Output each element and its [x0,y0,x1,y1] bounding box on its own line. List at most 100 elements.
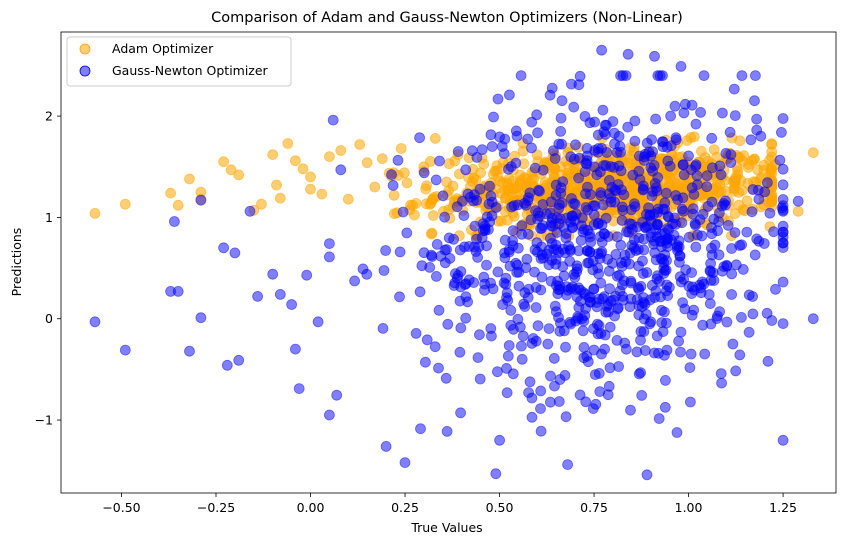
gauss-newton-point [593,367,605,379]
gauss-newton-point [699,348,711,360]
gauss-newton-point [729,227,741,239]
gauss-newton-point [530,302,542,313]
gauss-newton-point [570,139,581,151]
gauss-newton-point [531,109,543,121]
gauss-newton-point [519,197,530,209]
gauss-newton-point [380,440,392,452]
adam-point [274,192,286,204]
gauss-newton-point [691,170,703,182]
gauss-newton-point [548,352,560,364]
gauss-newton-point [689,218,701,230]
gauss-newton-point [762,177,773,189]
gauss-newton-point [741,226,753,238]
gauss-newton-point [711,313,723,325]
gauss-newton-point [777,318,789,330]
gauss-newton-point [502,350,514,362]
gauss-newton-point [433,362,444,374]
gauss-newton-point [678,169,690,181]
adam-point [807,147,819,159]
gauss-newton-point [293,383,305,395]
gauss-newton-point [616,214,628,226]
gauss-newton-point [670,134,682,146]
gauss-newton-point [631,346,643,358]
adam-point [271,179,282,191]
gauss-newton-point [706,132,718,144]
gauss-newton-point [715,368,727,380]
gauss-newton-point [492,266,504,278]
gauss-newton-point [440,372,452,384]
adam-point [323,151,335,163]
gauss-newton-point [458,210,470,222]
gauss-newton-point [660,187,672,199]
adam-point [305,171,316,183]
gauss-newton-point [751,113,762,125]
adam-point [395,143,407,154]
gauss-newton-point [535,284,547,296]
adam-point [495,215,507,227]
gauss-newton-point [751,233,763,245]
adam-point [225,164,237,176]
gauss-newton-point [671,242,683,254]
gauss-newton-point [546,82,558,94]
gauss-newton-point [573,172,584,184]
gauss-newton-point [558,270,570,282]
gauss-newton-point [624,301,636,313]
adam-point [499,192,511,204]
y-tick-label: 0 [45,311,53,326]
gauss-newton-point [622,48,634,60]
gauss-newton-point [580,202,592,213]
gauss-newton-point [697,208,709,220]
gauss-newton-point [394,291,405,303]
gauss-newton-point [527,333,539,344]
gauss-newton-point [378,265,390,276]
gauss-newton-point [477,218,489,230]
gauss-newton-point [536,271,548,283]
gauss-newton-point [499,133,511,145]
gauss-newton-point [233,354,245,366]
gauss-newton-point [611,231,623,243]
gauss-newton-point [568,101,580,113]
gauss-newton-point [467,195,479,207]
adam-point [514,178,526,190]
gauss-newton-point [677,192,689,204]
gauss-newton-point [553,311,564,323]
adam-point [255,198,267,210]
adam-point [443,158,455,170]
gauss-newton-point [425,249,437,261]
gauss-newton-point [624,258,635,270]
gauss-newton-point [680,264,692,276]
gauss-newton-point [515,70,527,81]
gauss-newton-point [662,155,674,167]
gauss-newton-point [394,246,406,258]
gauss-newton-point [595,277,607,289]
x-tick-label: 0.25 [391,500,419,515]
gauss-newton-point [686,309,698,321]
x-axis-label: True Values [410,520,482,535]
adam-point [388,208,400,220]
gauss-newton-point [580,188,591,200]
gauss-newton-point [701,170,713,182]
gauss-newton-point [685,348,697,360]
gauss-newton-point [434,155,445,167]
gauss-newton-point [218,242,230,254]
gauss-newton-point [387,179,399,191]
gauss-newton-point [476,232,488,244]
gauss-newton-point [706,196,718,208]
gauss-newton-point [430,270,442,282]
gauss-newton-point [544,207,556,219]
gauss-newton-point [556,95,568,107]
gauss-newton-point [638,151,650,163]
gauss-newton-point [707,162,718,174]
gauss-newton-point [683,231,695,243]
gauss-newton-point [454,244,466,256]
legend-marker-adam [79,43,91,55]
gauss-newton-point [641,469,653,481]
gauss-newton-point [683,150,694,162]
gauss-newton-point [501,387,513,399]
gauss-newton-point [555,182,567,194]
gauss-newton-point [721,259,733,271]
gauss-newton-point [524,376,536,388]
gauss-newton-point [647,186,659,197]
gauss-newton-point [466,145,478,157]
gauss-newton-point [439,257,451,269]
